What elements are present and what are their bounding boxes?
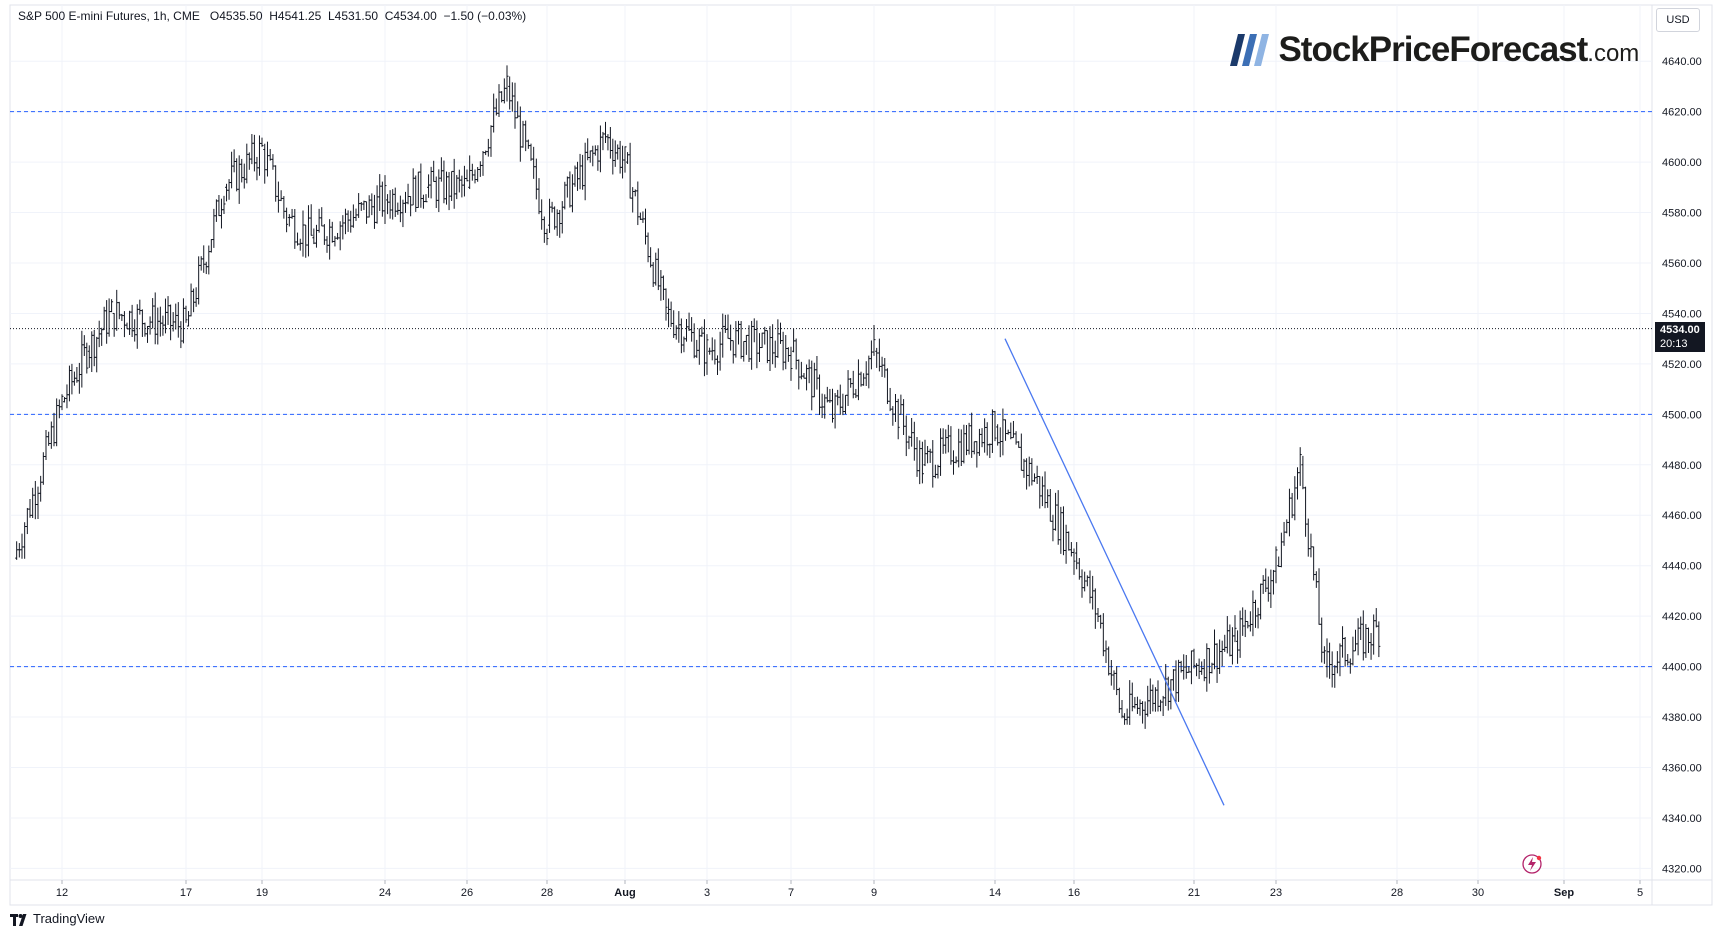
last-price-value: 4534.00 — [1660, 323, 1700, 336]
y-tick-label: 4600.00 — [1662, 157, 1702, 169]
y-tick-label: 4460.00 — [1662, 510, 1702, 522]
x-tick-label: 16 — [1068, 887, 1080, 899]
low-value: L4531.50 — [327, 9, 379, 23]
x-tick-label: 9 — [871, 887, 877, 899]
slashes-logo-icon — [1230, 34, 1269, 66]
y-tick-label: 4360.00 — [1662, 762, 1702, 774]
watermark-logo: StockPriceForecast.com — [1230, 30, 1639, 74]
currency-button[interactable]: USD — [1656, 8, 1700, 32]
y-tick-label: 4520.00 — [1662, 359, 1702, 371]
open-value: O4535.50 — [209, 9, 263, 23]
x-tick-label: 5 — [1637, 887, 1643, 899]
x-tick-label: 28 — [1391, 887, 1403, 899]
y-tick-label: 4640.00 — [1662, 56, 1702, 68]
y-tick-label: 4480.00 — [1662, 460, 1702, 472]
x-tick-label: Aug — [614, 887, 635, 899]
x-tick-label: 30 — [1472, 887, 1484, 899]
lightning-icon-ring — [1522, 854, 1542, 874]
last-price-tag: 4534.00 20:13 — [1655, 321, 1705, 352]
x-tick-label: Sep — [1554, 887, 1574, 899]
y-tick-label: 4420.00 — [1662, 611, 1702, 623]
bar-countdown: 20:13 — [1660, 337, 1688, 350]
y-tick-label: 4560.00 — [1662, 258, 1702, 270]
lightning-icon-bolt — [1528, 857, 1536, 871]
x-tick-label: 28 — [541, 887, 553, 899]
chart-header: S&P 500 E-mini Futures, 1h, CME O4535.50… — [18, 9, 526, 23]
chart-frame — [9, 4, 1713, 906]
tradingview-logo-icon — [10, 913, 27, 926]
lightning-icon — [1522, 854, 1542, 874]
symbol-label[interactable]: S&P 500 E-mini Futures, 1h, CME — [18, 9, 200, 23]
y-tick-label: 4400.00 — [1662, 662, 1702, 674]
x-tick-label: 21 — [1188, 887, 1200, 899]
y-tick-label: 4500.00 — [1662, 409, 1702, 421]
y-tick-label: 4380.00 — [1662, 712, 1702, 724]
watermark-brand: StockPriceForecast.com — [1278, 30, 1640, 69]
y-tick-label: 4580.00 — [1662, 208, 1702, 220]
x-tick-label: 19 — [256, 887, 268, 899]
tradingview-label: TradingView — [33, 911, 105, 926]
x-tick-label: 24 — [379, 887, 391, 899]
y-tick-label: 4440.00 — [1662, 561, 1702, 573]
close-value: C4534.00 — [384, 9, 437, 23]
y-tick-label: 4320.00 — [1662, 863, 1702, 875]
tradingview-brand[interactable]: TradingView — [10, 911, 105, 926]
high-value: H4541.25 — [269, 9, 322, 23]
x-tick-label: 26 — [461, 887, 473, 899]
y-tick-label: 4540.00 — [1662, 308, 1702, 320]
x-tick-label: 12 — [56, 887, 68, 899]
price-bars — [15, 65, 1381, 729]
y-tick-label: 4620.00 — [1662, 107, 1702, 119]
x-tick-label: 17 — [180, 887, 192, 899]
x-tick-label: 7 — [788, 887, 794, 899]
x-tick-label: 3 — [704, 887, 710, 899]
lightning-icon-dot — [1536, 855, 1542, 861]
trend-line — [1004, 338, 1225, 806]
x-tick-label: 23 — [1270, 887, 1282, 899]
x-tick-label: 14 — [989, 887, 1001, 899]
y-tick-label: 4340.00 — [1662, 813, 1702, 825]
change-value: −1.50 (−0.03%) — [443, 9, 527, 23]
